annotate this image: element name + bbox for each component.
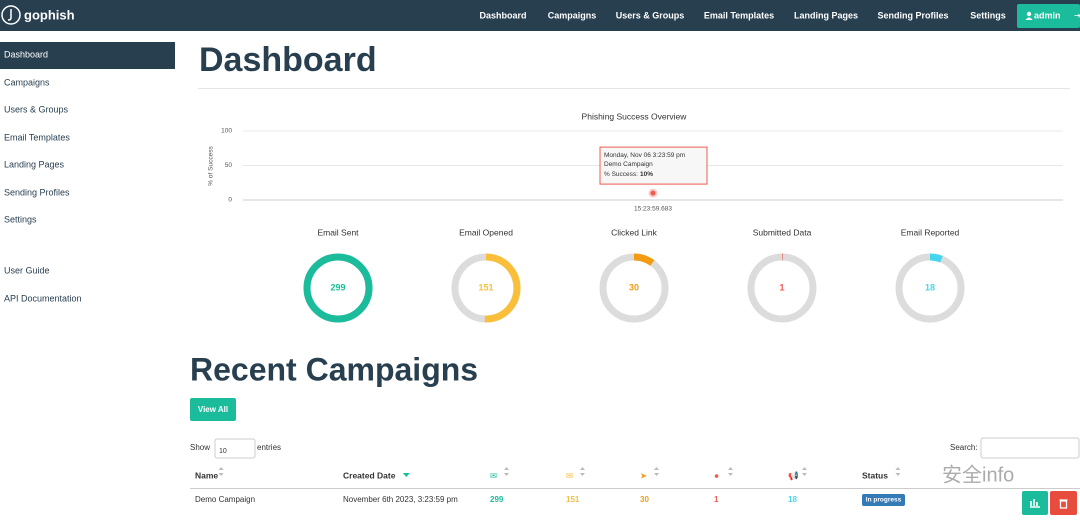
tooltip-label-text: % Success: (604, 171, 638, 178)
stat-label: Clicked Link (611, 227, 658, 237)
column-icon[interactable]: ✉ (566, 470, 573, 480)
results-button[interactable] (1022, 491, 1048, 515)
sort-arrows (504, 467, 509, 476)
page-length-input[interactable] (214, 438, 256, 459)
nav-link[interactable]: Landing Pages (794, 10, 858, 20)
page-title: Dashboard (199, 41, 377, 79)
logout-icon: ⇥ (1074, 10, 1080, 20)
nav-link[interactable]: Settings (970, 10, 1006, 20)
sidebar-link[interactable]: Email Templates (4, 132, 70, 142)
view-all-label: View All (198, 405, 228, 414)
sidebar-link[interactable]: Users & Groups (4, 104, 69, 114)
search-input[interactable] (980, 437, 1080, 459)
donut-value: 18 (925, 282, 935, 292)
sort-arrows (654, 467, 659, 476)
show-label: Show (190, 443, 210, 452)
nav-link[interactable]: Email Templates (704, 10, 774, 20)
column-icon[interactable]: ✉ (490, 470, 497, 480)
sidebar-active (0, 42, 175, 69)
column-header[interactable]: Status (862, 470, 888, 480)
search-label: Search: (950, 443, 978, 452)
sidebar-link[interactable]: Landing Pages (4, 159, 65, 169)
donut-value: 1 (779, 282, 784, 292)
watermark: 安全info (942, 463, 1014, 486)
section-title: Recent Campaigns (190, 351, 478, 387)
cell: 18 (788, 495, 797, 504)
cell: Demo Campaign (195, 495, 255, 504)
donut-arc (747, 253, 817, 323)
results-icon (1030, 499, 1040, 508)
y-axis-label: % of Success (208, 146, 215, 186)
stat-label: Submitted Data (753, 227, 812, 237)
donut-arc (895, 253, 965, 323)
sidebar-link[interactable]: Sending Profiles (4, 187, 70, 197)
column-icon[interactable]: ➤ (640, 470, 648, 480)
y-tick-label: 100 (221, 128, 232, 135)
column-icon[interactable]: ● (714, 470, 719, 480)
user-icon-body (1025, 17, 1033, 20)
cell: 30 (640, 495, 649, 504)
column-header[interactable]: Created Date (343, 470, 396, 480)
donut-arc (599, 253, 669, 323)
sort-arrows (895, 467, 901, 476)
cell: 299 (490, 495, 504, 504)
chart-title: Phishing Success Overview (582, 111, 688, 121)
x-tick-label: 15:23:59.683 (634, 206, 672, 213)
tooltip-label: % Success: 10% (604, 171, 653, 178)
donut-value: 151 (478, 282, 493, 292)
sort-arrows (802, 467, 807, 476)
user-button[interactable] (1017, 4, 1080, 28)
delete-button[interactable] (1050, 491, 1077, 515)
sidebar-link[interactable]: Dashboard (4, 49, 48, 59)
donut-arc (451, 253, 521, 323)
sidebar-help-link[interactable]: API Documentation (4, 293, 82, 303)
column-header[interactable]: Name (195, 470, 218, 480)
donut-value: 299 (330, 282, 345, 292)
status-text: In progress (866, 497, 902, 504)
navbar (0, 0, 1080, 31)
cell: 151 (566, 495, 580, 504)
sort-arrows (402, 473, 410, 477)
stat-label: Email Sent (317, 227, 359, 237)
tooltip (599, 146, 708, 185)
stat-label: Email Reported (901, 227, 960, 237)
sort-arrows (218, 467, 224, 476)
nav-link[interactable]: Sending Profiles (877, 10, 948, 20)
y-tick-label: 0 (228, 197, 232, 204)
brand-logo (1, 5, 21, 25)
brand-hook (7, 9, 12, 21)
column-icon[interactable]: 📢 (788, 470, 799, 481)
sort-arrows (580, 467, 585, 476)
nav-link[interactable]: Users & Groups (616, 10, 685, 20)
tooltip-date: Monday, Nov 06 3:23:59 pm (604, 152, 685, 159)
data-point[interactable] (650, 190, 656, 196)
sidebar-link[interactable]: Settings (4, 214, 37, 224)
donut-arc (303, 253, 373, 323)
sort-arrows (728, 467, 733, 476)
donut-value: 30 (629, 282, 639, 292)
stat-label: Email Opened (459, 227, 513, 237)
y-tick-label: 50 (225, 162, 233, 169)
tooltip-series: Demo Campaign (604, 161, 653, 168)
page-length-value: 10 (219, 448, 227, 455)
sidebar-link[interactable]: Campaigns (4, 77, 50, 87)
nav-link[interactable]: Dashboard (479, 10, 526, 20)
status-badge (862, 494, 905, 506)
nav-link[interactable]: Campaigns (548, 10, 597, 20)
brand: gophish (24, 7, 75, 22)
user-name: admin (1034, 10, 1061, 20)
sidebar-help-link[interactable]: User Guide (4, 265, 50, 275)
cell: November 6th 2023, 3:23:59 pm (343, 495, 458, 504)
user-icon (1026, 11, 1032, 17)
cell: 1 (714, 495, 719, 504)
view-all-button[interactable] (190, 398, 236, 421)
entries-label: entries (257, 443, 281, 452)
tooltip-value: 10% (640, 171, 653, 178)
delete-icon (1059, 499, 1068, 509)
